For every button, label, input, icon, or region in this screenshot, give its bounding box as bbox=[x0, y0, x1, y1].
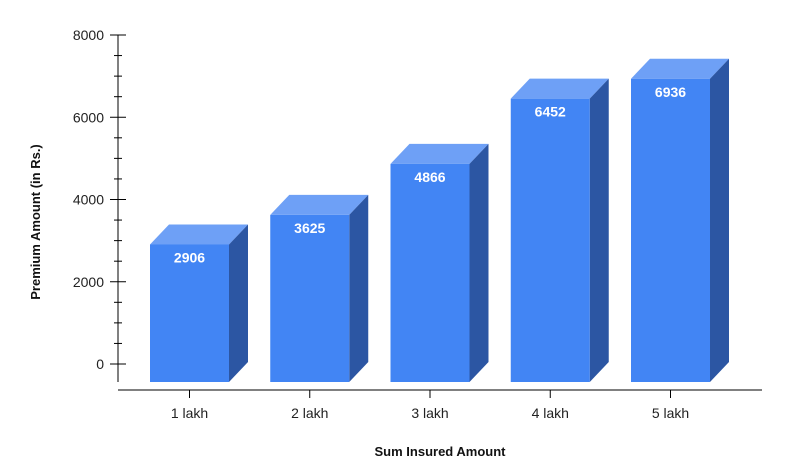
y-tick-label: 4000 bbox=[73, 192, 104, 208]
bar-side-face bbox=[469, 143, 489, 382]
y-tick-label: 2000 bbox=[73, 274, 104, 290]
bar-top-face bbox=[510, 78, 609, 99]
y-tick-label: 0 bbox=[96, 356, 104, 372]
data-label: 6936 bbox=[655, 84, 686, 100]
bar-side-face bbox=[589, 78, 609, 382]
x-tick-label: 2 lakh bbox=[291, 405, 328, 421]
axes-group: 0 2000 4000 6000 8000 bbox=[73, 27, 762, 398]
bar bbox=[631, 78, 710, 382]
data-label: 6452 bbox=[535, 104, 566, 120]
y-tick-label: 6000 bbox=[73, 109, 104, 125]
y-axis-title: Premium Amount (in Rs.) bbox=[28, 144, 43, 300]
bar-top-face bbox=[631, 58, 729, 79]
labels-group: 2906 1 lakh 3625 2 lakh 4866 3 lakh 6452 4 lakh… bbox=[171, 84, 689, 421]
x-tick-label: 5 lakh bbox=[652, 405, 689, 421]
bar bbox=[510, 98, 590, 382]
y-tick-label: 8000 bbox=[73, 27, 104, 43]
bar bbox=[270, 214, 350, 382]
x-tick-label: 4 lakh bbox=[532, 405, 569, 421]
data-label: 4866 bbox=[414, 169, 445, 185]
bar-side-face bbox=[710, 58, 729, 383]
bar-side-face bbox=[229, 224, 248, 382]
bar-top-face bbox=[150, 224, 248, 245]
bar-top-face bbox=[390, 143, 489, 164]
data-label: 2906 bbox=[174, 249, 205, 265]
bars-group bbox=[150, 58, 729, 383]
x-tick-label: 3 lakh bbox=[411, 405, 448, 421]
x-tick-label: 1 lakh bbox=[171, 405, 208, 421]
bar bbox=[390, 163, 470, 382]
data-label: 3625 bbox=[294, 220, 325, 236]
bar bbox=[150, 244, 229, 382]
bar-top-face bbox=[270, 194, 369, 215]
bar-side-face bbox=[349, 194, 369, 382]
x-axis-title: Sum Insured Amount bbox=[375, 444, 507, 459]
